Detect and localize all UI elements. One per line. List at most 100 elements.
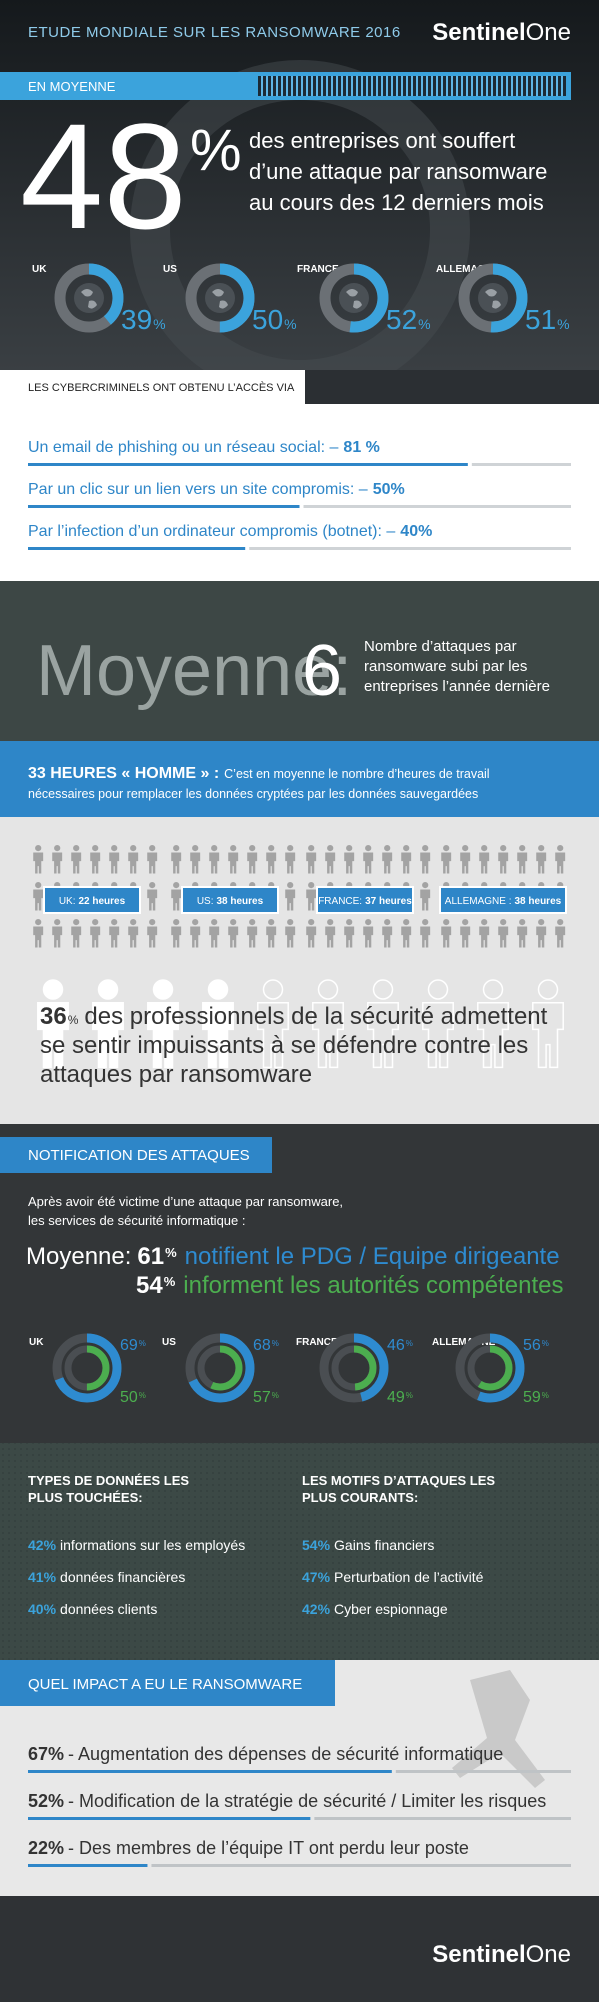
- person-head: [173, 919, 180, 926]
- person-head: [384, 919, 391, 926]
- person-head: [262, 979, 284, 1000]
- person-icon: [247, 845, 258, 874]
- ceo-value-part: 68: [253, 1337, 271, 1354]
- hours-label: US: 38 heures: [197, 896, 264, 907]
- notification-bg: [0, 1124, 599, 1443]
- country-value: 52%: [386, 304, 431, 335]
- hours-line: 33 HEURES « HOMME » : C’est en moyenne le…: [28, 765, 490, 782]
- person-icon: [422, 979, 454, 1069]
- country-value-part: %: [284, 316, 296, 332]
- helpless-line-part: %: [68, 1013, 79, 1027]
- person-body: [71, 926, 82, 948]
- access-bg: [0, 370, 599, 581]
- person-icon: [382, 919, 393, 948]
- hours-bg: [0, 741, 599, 817]
- person-body: [325, 926, 336, 948]
- ceo-value-part: 56: [523, 1337, 541, 1354]
- person-head: [346, 845, 353, 852]
- person-icon: [363, 919, 374, 948]
- person-head: [346, 919, 353, 926]
- person-body: [382, 926, 393, 948]
- person-head: [365, 845, 372, 852]
- person-icon: [401, 845, 412, 874]
- person-icon: [266, 919, 277, 948]
- impact-item: 22% - Des membres de l’équipe IT ont perd…: [28, 1838, 469, 1858]
- person-icon: [532, 979, 564, 1069]
- person-head: [230, 919, 237, 926]
- hours-label-part: 22 heures: [78, 896, 125, 907]
- person-body: [498, 852, 509, 874]
- country-value-part: %: [153, 316, 165, 332]
- person-body: [52, 926, 63, 948]
- person-head: [211, 845, 218, 852]
- person-body: [306, 926, 317, 948]
- bar: [28, 505, 300, 508]
- person-icon: [555, 845, 566, 874]
- person-icon: [285, 919, 296, 948]
- person-body: [441, 852, 452, 874]
- person-icon: [401, 919, 412, 948]
- person-icon: [460, 919, 471, 948]
- list-item: 42% Cyber espionnage: [302, 1601, 448, 1617]
- hours-label: FRANCE: 37 heures: [318, 896, 412, 907]
- bar-track: [249, 547, 571, 550]
- logo-part: One: [526, 19, 571, 46]
- person-icon: [209, 919, 220, 948]
- person-body: [498, 926, 509, 948]
- person-body: [33, 852, 44, 874]
- person-head: [152, 979, 174, 1000]
- person-body: [555, 852, 566, 874]
- person-body: [171, 889, 182, 911]
- person-icon: [33, 845, 44, 874]
- attacks-text: ransomware subi par les: [364, 658, 527, 675]
- impact-item-part: - Des membres de l’équipe IT ont perdu l…: [68, 1838, 469, 1858]
- person-head: [173, 882, 180, 889]
- person-body: [325, 852, 336, 874]
- person-head: [557, 919, 564, 926]
- access-item-part: Un email de phishing ou un réseau social…: [28, 439, 339, 456]
- person-body: [401, 926, 412, 948]
- impact-tab: [0, 1660, 335, 1706]
- logo-part: Sentinel: [432, 19, 525, 46]
- person-head: [97, 979, 119, 1000]
- list-item-part: Perturbation de l’activité: [334, 1569, 484, 1585]
- person-icon: [90, 919, 101, 948]
- country-value-part: %: [557, 316, 569, 332]
- person-icon: [171, 882, 182, 911]
- person-icon: [147, 919, 158, 948]
- person-icon: [147, 882, 158, 911]
- list-title: PLUS COURANTS:: [302, 1490, 418, 1505]
- person-head: [308, 845, 315, 852]
- person-icon: [128, 845, 139, 874]
- person-head: [422, 882, 429, 889]
- person-body: [460, 852, 471, 874]
- helpless-line: 36% des professionnels de la sécurité adm…: [40, 1003, 548, 1030]
- person-head: [149, 919, 156, 926]
- person-icon: [312, 979, 344, 1069]
- country-name: ALLEMAGNE: [436, 264, 500, 275]
- ceo-value-part: 46: [387, 1337, 405, 1354]
- globe-icon: [339, 283, 369, 313]
- country-value-part: 51: [525, 304, 556, 335]
- person-head: [500, 919, 507, 926]
- list-item-part: Gains financiers: [334, 1537, 434, 1553]
- person-icon: [52, 845, 63, 874]
- hours-line-part: C’est en moyenne le nombre d’heures de t…: [224, 767, 489, 781]
- access-item-part: Par l’infection d’un ordinateur compromi…: [28, 523, 395, 540]
- person-icon: [498, 919, 509, 948]
- person-icon: [33, 919, 44, 948]
- person-icon: [90, 845, 101, 874]
- person-icon: [517, 919, 528, 948]
- bar: [28, 1817, 311, 1820]
- person-head: [92, 919, 99, 926]
- hours-label-part: 38 heures: [515, 896, 562, 907]
- person-icon: [37, 979, 69, 1069]
- person-icon: [420, 919, 431, 948]
- hours-label-part: FRANCE:: [318, 896, 362, 907]
- person-head: [482, 979, 504, 1000]
- country-value: 51%: [525, 304, 570, 335]
- person-body: [420, 889, 431, 911]
- hours-label-part: 38 heures: [216, 896, 263, 907]
